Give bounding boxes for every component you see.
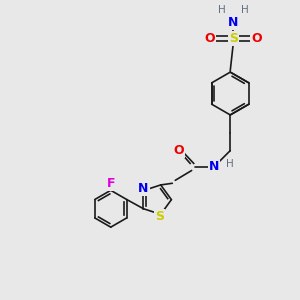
Text: H: H [241, 5, 248, 15]
Text: S: S [155, 210, 164, 223]
Text: N: N [209, 160, 219, 173]
Text: N: N [138, 182, 148, 195]
Text: F: F [106, 177, 115, 190]
Text: S: S [229, 32, 238, 45]
Text: O: O [251, 32, 262, 45]
Text: H: H [218, 5, 226, 15]
Text: N: N [228, 16, 238, 29]
Text: H: H [226, 159, 234, 169]
Text: O: O [205, 32, 215, 45]
Text: O: O [174, 144, 184, 157]
